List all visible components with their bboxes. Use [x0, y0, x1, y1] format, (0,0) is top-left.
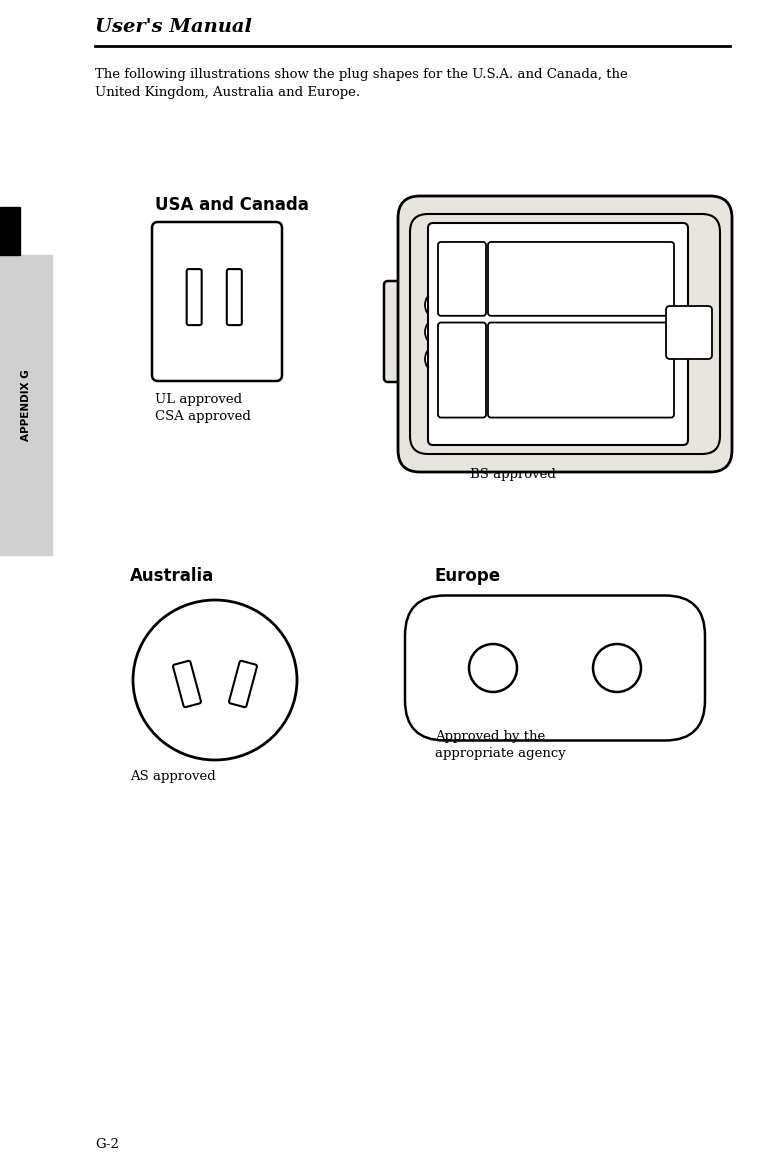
- Text: Europe: Europe: [435, 567, 501, 585]
- Ellipse shape: [133, 600, 297, 760]
- FancyBboxPatch shape: [173, 661, 201, 707]
- FancyBboxPatch shape: [229, 661, 257, 707]
- Circle shape: [593, 644, 641, 692]
- Text: BS approved: BS approved: [470, 468, 556, 481]
- Ellipse shape: [425, 348, 439, 369]
- Text: Australia: Australia: [130, 567, 214, 585]
- Ellipse shape: [425, 322, 439, 342]
- Text: Approved by the
appropriate agency: Approved by the appropriate agency: [435, 730, 566, 760]
- FancyBboxPatch shape: [428, 223, 688, 445]
- Circle shape: [469, 644, 517, 692]
- FancyBboxPatch shape: [384, 281, 472, 382]
- Text: G-2: G-2: [95, 1138, 119, 1151]
- FancyBboxPatch shape: [488, 323, 674, 418]
- FancyBboxPatch shape: [438, 241, 486, 316]
- Bar: [0, 255, 52, 555]
- Ellipse shape: [425, 295, 439, 316]
- FancyBboxPatch shape: [488, 241, 674, 316]
- FancyBboxPatch shape: [438, 323, 486, 418]
- FancyBboxPatch shape: [152, 222, 282, 381]
- Text: AS approved: AS approved: [130, 770, 216, 783]
- Text: UL approved
CSA approved: UL approved CSA approved: [155, 394, 251, 423]
- FancyBboxPatch shape: [227, 269, 242, 325]
- Text: USA and Canada: USA and Canada: [155, 196, 309, 214]
- Text: User's Manual: User's Manual: [95, 19, 252, 36]
- FancyBboxPatch shape: [666, 307, 712, 359]
- FancyBboxPatch shape: [186, 269, 202, 325]
- Text: APPENDIX G: APPENDIX G: [21, 369, 31, 441]
- FancyBboxPatch shape: [405, 596, 705, 741]
- FancyBboxPatch shape: [398, 196, 732, 473]
- Bar: [0, 207, 20, 255]
- Text: The following illustrations show the plug shapes for the U.S.A. and Canada, the
: The following illustrations show the plu…: [95, 68, 628, 99]
- Text: United Kingdom: United Kingdom: [430, 196, 580, 214]
